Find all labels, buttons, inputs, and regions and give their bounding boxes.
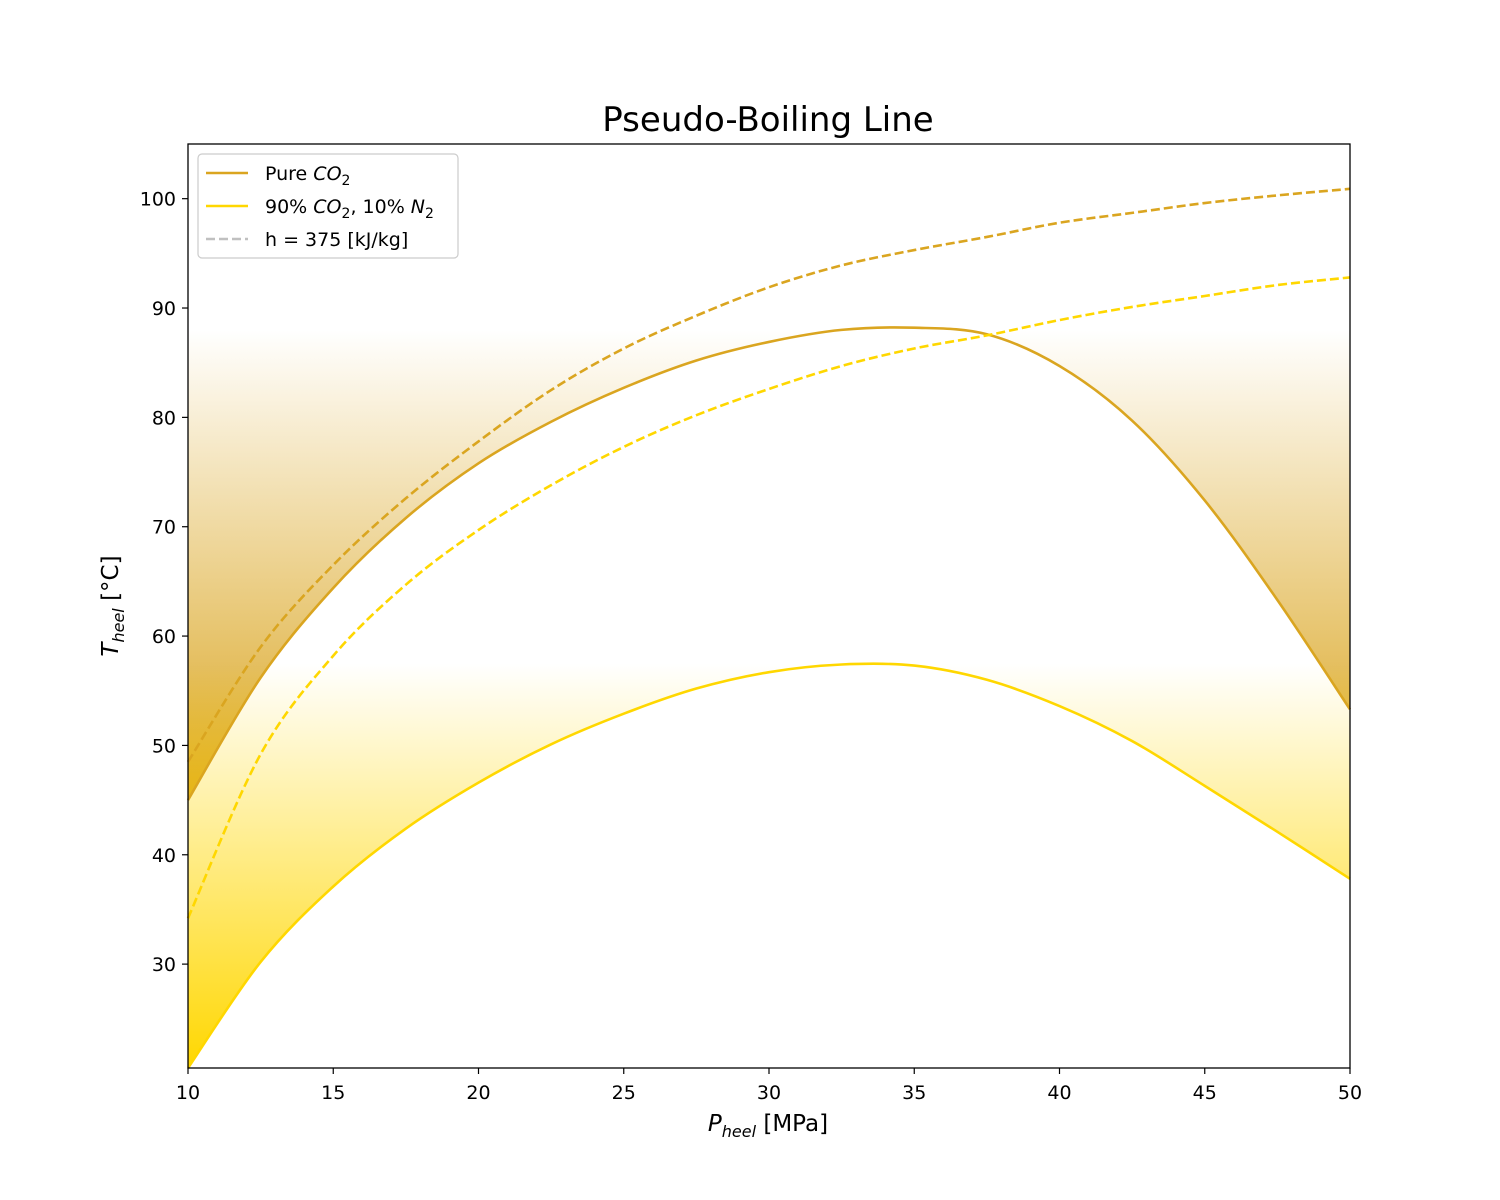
y-tick-label: 30 bbox=[152, 954, 176, 976]
legend-label: Pure CO2 bbox=[265, 163, 350, 189]
y-tick-label: 90 bbox=[152, 298, 176, 320]
plot-frame bbox=[187, 143, 1351, 1069]
y-axis-label: Theel [°C] bbox=[98, 555, 128, 656]
dashed-series-line bbox=[186, 276, 1351, 919]
x-tick-label: 35 bbox=[902, 1082, 926, 1104]
x-tick-label: 30 bbox=[757, 1082, 781, 1104]
x-tick-label: 20 bbox=[466, 1082, 490, 1104]
y-axis: 30 40 50 60 70 80 90 100 bbox=[140, 189, 188, 976]
series-fill bbox=[188, 663, 1350, 1068]
legend-box bbox=[197, 153, 459, 259]
y-tick-label: 80 bbox=[152, 407, 176, 429]
x-tick-label: 25 bbox=[612, 1082, 636, 1104]
series-line bbox=[186, 326, 1352, 801]
y-tick-label: 100 bbox=[140, 189, 176, 211]
x-tick-label: 40 bbox=[1047, 1082, 1071, 1104]
legend-label: h = 375 [kJ/kg] bbox=[265, 229, 408, 251]
legend-label: 90% CO2, 10% N2 bbox=[265, 196, 434, 222]
y-tick-label: 70 bbox=[152, 517, 176, 539]
x-tick-label: 15 bbox=[321, 1082, 345, 1104]
series-line bbox=[186, 662, 1351, 1069]
x-axis-label: Pheel [MPa] bbox=[708, 1111, 828, 1141]
series-fill bbox=[188, 327, 1350, 801]
chart-title: Pseudo-Boiling Line bbox=[602, 100, 933, 140]
x-tick-label: 45 bbox=[1193, 1082, 1217, 1104]
y-tick-label: 40 bbox=[152, 845, 176, 867]
fills bbox=[188, 327, 1350, 1068]
y-tick-label: 50 bbox=[152, 735, 176, 757]
legend: Pure CO2 90% CO2, 10% N2 h = 375 [kJ/kg] bbox=[197, 153, 459, 259]
dashed-series-line bbox=[186, 187, 1351, 763]
x-tick-label: 50 bbox=[1338, 1082, 1362, 1104]
y-tick-label: 60 bbox=[152, 626, 176, 648]
x-axis: 10 15 20 25 30 35 40 45 50 bbox=[176, 1068, 1362, 1104]
series-lines bbox=[186, 187, 1352, 1069]
x-tick-label: 10 bbox=[176, 1082, 200, 1104]
